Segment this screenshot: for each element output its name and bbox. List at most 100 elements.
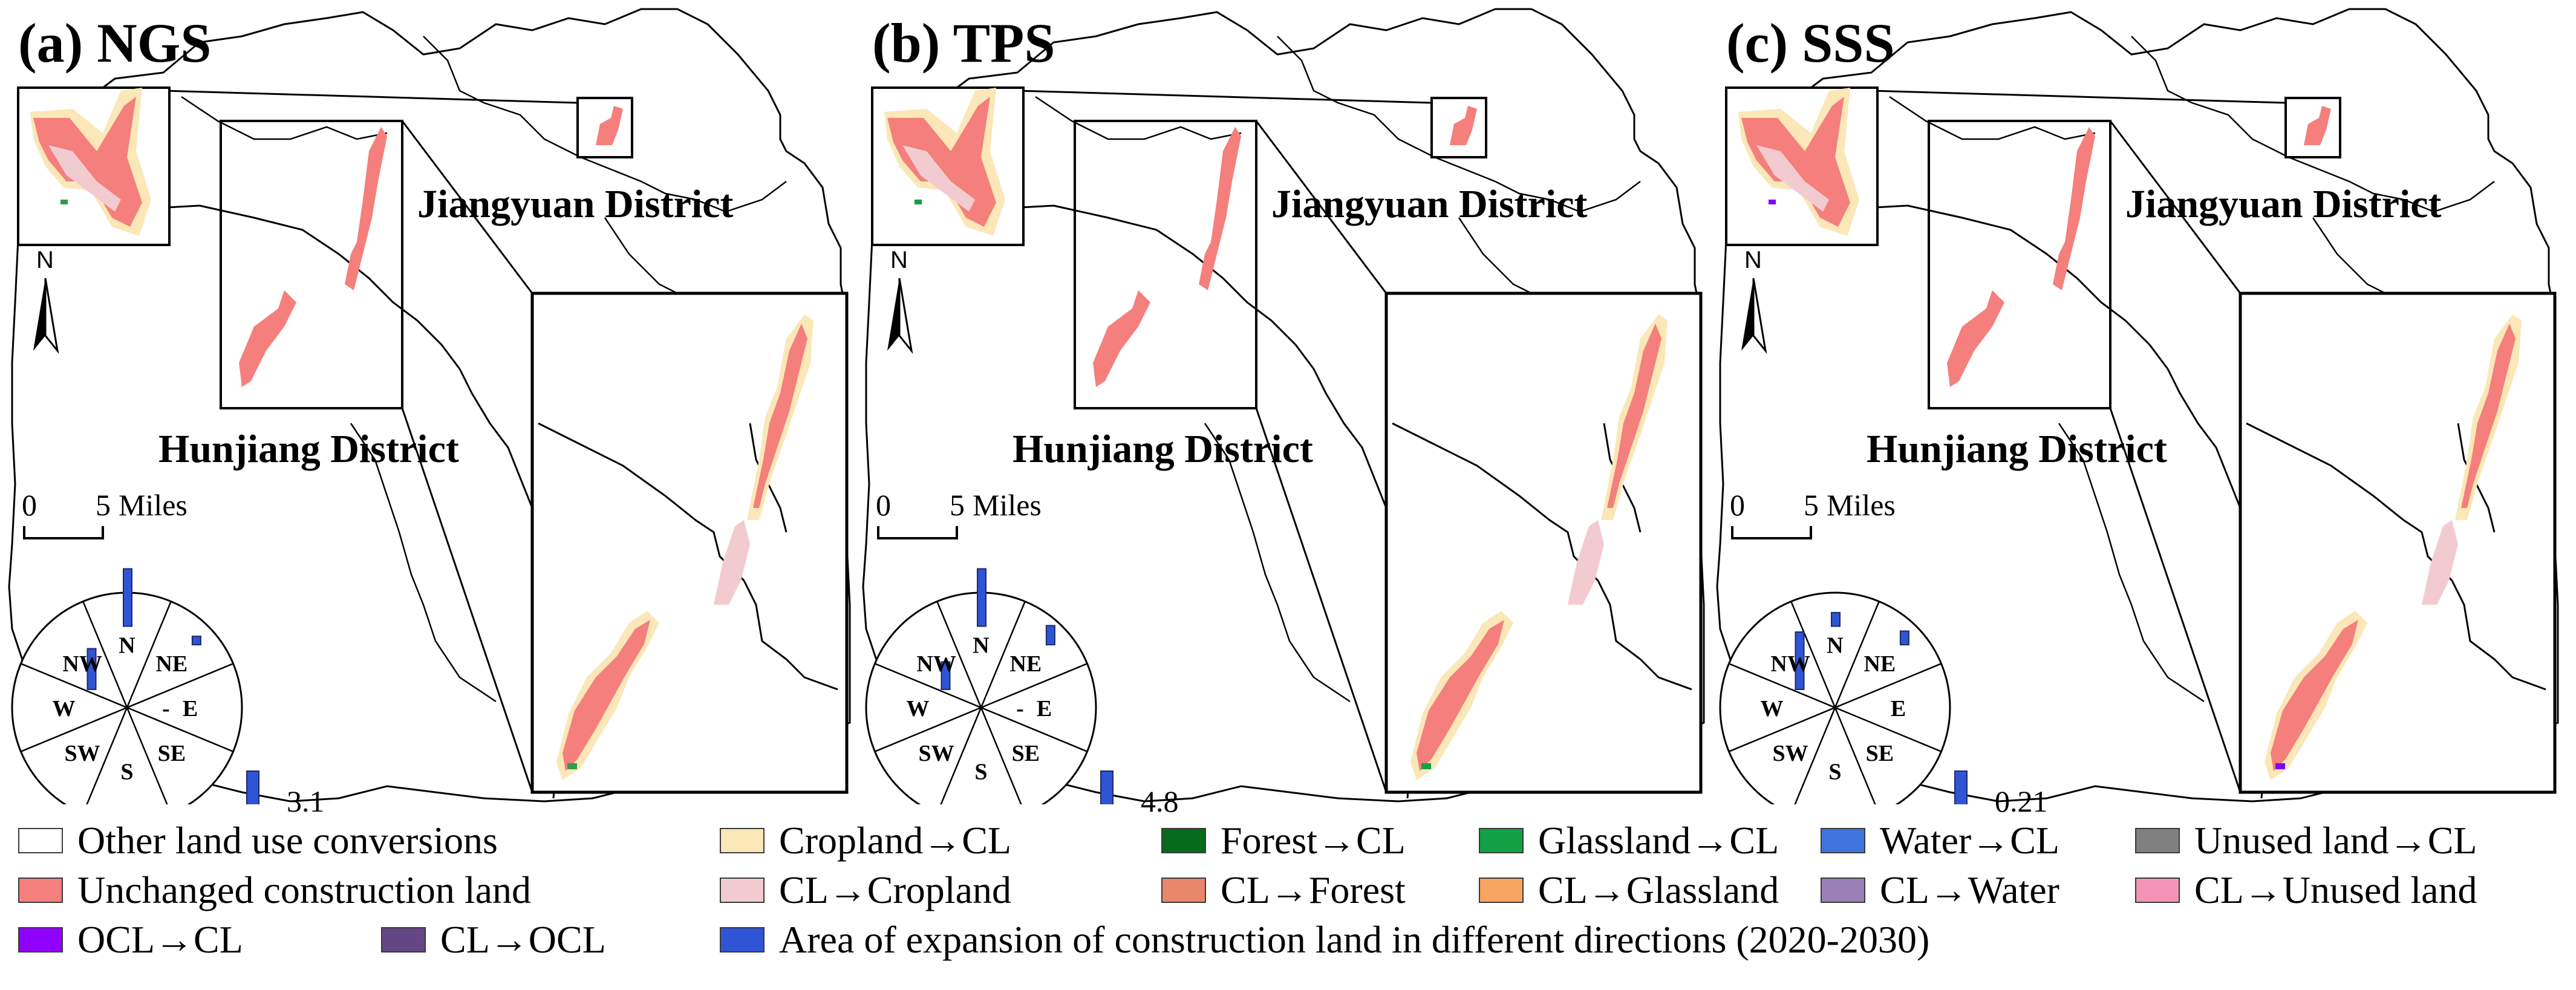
rose-bar-ne (1899, 630, 1909, 646)
map-panel-sss: N NE E SE S SW W NW (c) SSS Jiangyuan District … (1708, 0, 2561, 818)
legend-item: Unused land→CL (2135, 819, 2477, 862)
large-reverted-patch (1568, 520, 1604, 605)
rose-label-s: S (120, 760, 133, 785)
north-arrow-icon (44, 278, 59, 354)
legend-item: Other land use conversions (18, 819, 498, 862)
rose-label-ne: NE (1009, 651, 1042, 677)
legend-swatch (1479, 878, 1524, 903)
direction-rose: N NE E SE S SW W NW (1719, 591, 1968, 804)
rose-bar-w (941, 661, 951, 690)
rose-label-w: W (53, 696, 76, 721)
rose-label-se: SE (158, 741, 186, 766)
rose-label-ne: NE (155, 651, 187, 677)
rose-label-sw: SW (919, 741, 954, 766)
inset-unchanged-patch (887, 97, 996, 227)
inset-unchanged-patch (1741, 97, 1850, 227)
sub-boundary (1277, 36, 1641, 213)
inset-unchanged-patch (33, 97, 142, 227)
legend-item: CL→Glassland (1479, 868, 1779, 911)
district-label-jiangyuan: Jiangyuan District (2125, 182, 2442, 226)
legend: Other land use conversions Cropland→CL For… (0, 819, 2576, 990)
rose-divider (82, 601, 168, 804)
scale-bar-value: 5 (950, 488, 965, 522)
scale-bar-unit: Miles (1827, 488, 1896, 522)
inset-connector (2109, 120, 2242, 294)
north-arrow-label: N (36, 247, 54, 273)
scale-bar-value: 5 (96, 488, 111, 522)
north-arrow-icon (1741, 278, 1753, 351)
north-arrow-icon (33, 278, 45, 351)
inset-connector (1255, 120, 1387, 294)
large-accent-patch (1421, 763, 1431, 769)
middle-patch-north (345, 127, 387, 290)
scale-bar (877, 526, 958, 539)
rose-bar-n (977, 568, 986, 627)
legend-label: Unused land→CL (2194, 819, 2477, 862)
locator-patch (1450, 106, 1477, 145)
sub-boundary (1889, 96, 2096, 140)
legend-label: OCL→CL (77, 918, 243, 961)
north-arrow-icon (898, 278, 913, 354)
sub-boundary (423, 36, 787, 213)
legend-label: CL→Cropland (779, 868, 1011, 911)
legend-swatch (1161, 878, 1206, 903)
legend-swatch (381, 927, 426, 953)
inset-boundary-line (538, 422, 838, 691)
legend-swatch (18, 878, 63, 903)
rose-bar-ne (191, 636, 201, 646)
inset-boundary-line (1392, 422, 1692, 691)
legend-swatch (720, 828, 765, 853)
legend-item: Glassland→CL (1479, 819, 1779, 862)
sub-boundary (2131, 36, 2495, 213)
legend-swatch (1821, 878, 1865, 903)
map-canvas: N NE E- SE S SW W NW (8, 8, 851, 804)
inset-accent-patch (1769, 200, 1776, 204)
locator-patch (596, 106, 623, 145)
legend-swatch (1821, 828, 1865, 853)
inset-reverted-patch (1756, 145, 1829, 212)
legend-swatch (1479, 828, 1524, 853)
scale-bar-unit: Miles (119, 488, 187, 522)
legend-item: CL→Cropland (720, 868, 1011, 911)
rose-marker-e: - (162, 696, 170, 721)
legend-label: Other land use conversions (77, 819, 498, 862)
rose-label-nw: NW (62, 651, 102, 677)
middle-patch-north (1199, 127, 1241, 290)
rose-label-se: SE (1866, 741, 1894, 766)
rose-max-value: 0.21 (1995, 784, 2048, 818)
rose-reference-bar (1954, 770, 1968, 804)
large-unchanged-patch-north (2461, 324, 2516, 508)
sub-boundary (2058, 423, 2205, 703)
district-label-jiangyuan: Jiangyuan District (1271, 182, 1588, 226)
rose-bar-n (1831, 611, 1841, 627)
legend-label: Forest→CL (1221, 819, 1406, 862)
inset-accent-patch (60, 200, 68, 204)
map-canvas: N NE E- SE S SW W NW (862, 8, 1705, 804)
middle-patch-north (2053, 127, 2095, 290)
inset-reverted-patch (902, 145, 975, 212)
inset-accent-patch (915, 200, 922, 204)
large-unchanged-patch-north (753, 324, 807, 508)
rose-bar-w (86, 648, 97, 691)
rose-label-e: E (1037, 696, 1052, 721)
legend-label: Area of expansion of construction land i… (779, 918, 1930, 961)
map-panel-tps: N NE E - SE S SW W NW (b) TPS Jiangyuan District… (854, 0, 1707, 818)
legend-item: CL→OCL (381, 918, 606, 961)
legend-label: Water→CL (1880, 819, 2059, 862)
legend-item: CL→Unused land (2135, 868, 2477, 911)
direction-rose: N NE E- SE S SW W NW (865, 568, 1114, 804)
legend-item: CL→Forest (1161, 868, 1406, 911)
rose-label-nw: NW (1770, 651, 1810, 677)
rose-label-nw: NW (916, 651, 956, 677)
legend-label: Cropland→CL (779, 819, 1011, 862)
large-reverted-patch (714, 520, 750, 605)
rose-reference-bar (246, 770, 259, 804)
legend-item: Unchanged construction land (18, 868, 531, 911)
district-label-hunjiang: Hunjiang District (1012, 427, 1313, 471)
scale-bar-zero: 0 (22, 488, 37, 522)
map-panel-ngs: N NE E - SE S SW W NW (a) NGS Jiangyuan District… (0, 0, 853, 818)
north-arrow-icon (1752, 278, 1767, 354)
large-unchanged-patch-north (1607, 324, 1661, 508)
large-accent-patch (2275, 763, 2285, 769)
